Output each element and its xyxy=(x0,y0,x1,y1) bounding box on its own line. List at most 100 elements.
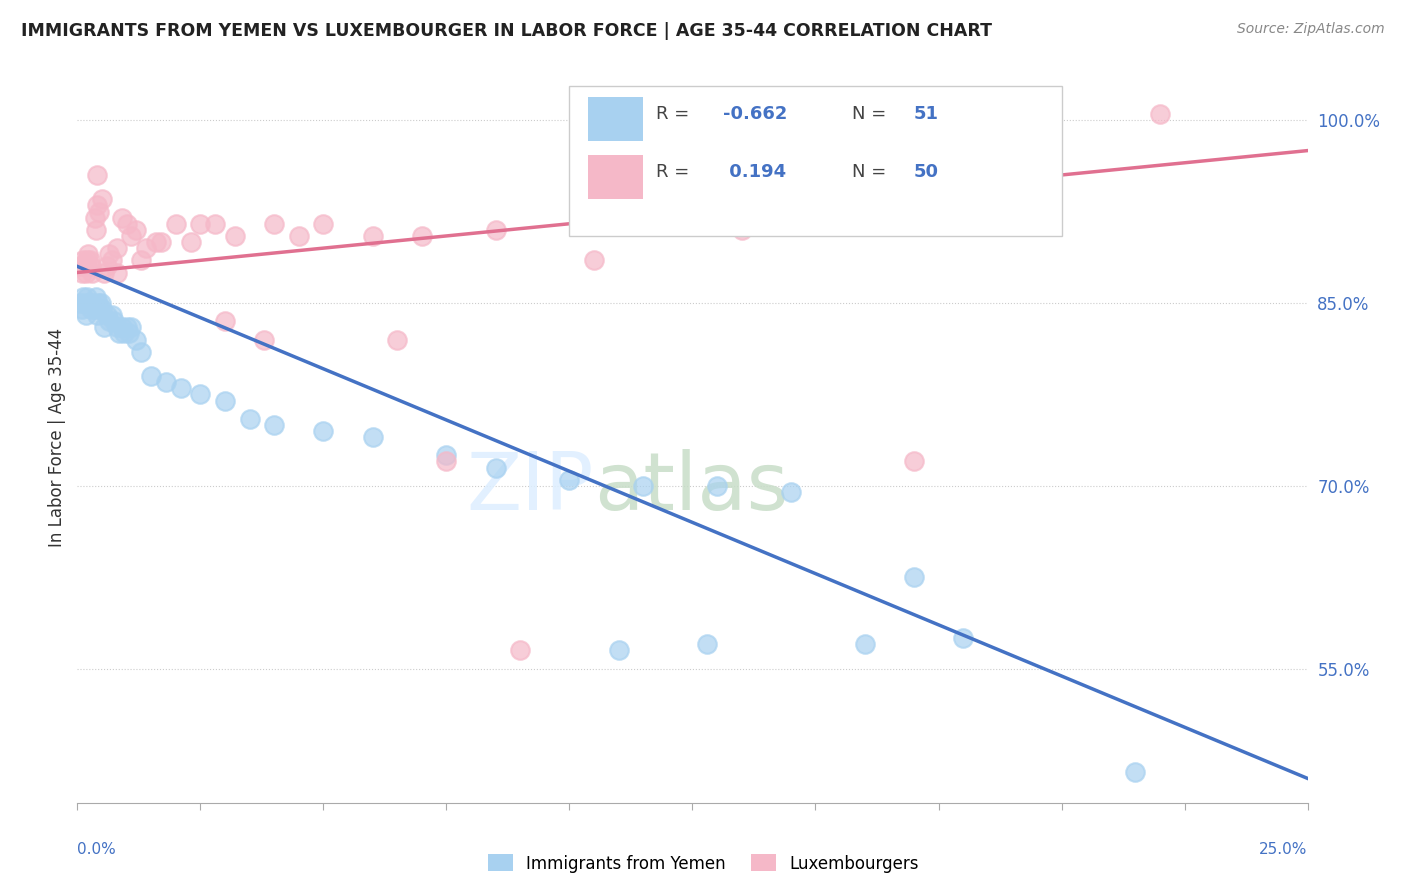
Point xyxy=(79,296,101,310)
Point xyxy=(696,637,718,651)
Point xyxy=(903,570,925,584)
Point xyxy=(73,260,96,274)
Point xyxy=(361,228,384,243)
Point xyxy=(82,266,104,280)
Point xyxy=(108,326,131,341)
Point xyxy=(583,253,606,268)
Point xyxy=(125,333,148,347)
Point xyxy=(76,253,98,268)
Text: ZIP: ZIP xyxy=(467,450,595,527)
Point xyxy=(98,314,121,328)
Point xyxy=(125,223,148,237)
Point xyxy=(129,253,153,268)
Y-axis label: In Labor Force | Age 35-44: In Labor Force | Age 35-44 xyxy=(48,327,66,547)
Point xyxy=(83,211,105,225)
Text: R =: R = xyxy=(655,104,695,123)
Point xyxy=(103,314,125,328)
Text: atlas: atlas xyxy=(595,450,789,527)
Point xyxy=(1149,107,1171,121)
Text: Source: ZipAtlas.com: Source: ZipAtlas.com xyxy=(1237,22,1385,37)
Point xyxy=(105,266,128,280)
Point xyxy=(76,290,98,304)
Point xyxy=(98,247,121,261)
FancyBboxPatch shape xyxy=(569,86,1062,236)
Point xyxy=(135,241,157,255)
Point xyxy=(89,301,111,317)
Point xyxy=(80,260,103,274)
Point xyxy=(312,217,335,231)
Point xyxy=(111,211,132,225)
Point xyxy=(263,417,285,432)
Point xyxy=(509,643,531,657)
Point xyxy=(239,412,262,426)
Point xyxy=(312,424,335,438)
Point xyxy=(204,217,226,231)
Point xyxy=(214,393,236,408)
Text: N =: N = xyxy=(852,104,893,123)
Text: 0.194: 0.194 xyxy=(723,163,786,181)
Legend: Immigrants from Yemen, Luxembourgers: Immigrants from Yemen, Luxembourgers xyxy=(481,847,925,880)
Point xyxy=(105,320,128,334)
Point xyxy=(558,473,581,487)
Point xyxy=(1125,765,1147,780)
Point xyxy=(101,253,124,268)
Point xyxy=(121,228,143,243)
Point xyxy=(633,479,655,493)
Point xyxy=(93,266,115,280)
Point xyxy=(89,204,111,219)
Point xyxy=(952,632,974,646)
Point xyxy=(96,308,118,322)
Point xyxy=(82,296,104,310)
Point xyxy=(903,454,925,468)
Point xyxy=(436,454,458,468)
Point xyxy=(853,637,876,651)
Point xyxy=(436,449,458,463)
Point xyxy=(105,241,128,255)
Point xyxy=(72,290,94,304)
Point xyxy=(385,333,409,347)
Point xyxy=(188,387,212,401)
Point xyxy=(93,320,115,334)
Point xyxy=(90,301,114,317)
Point xyxy=(129,344,153,359)
Point xyxy=(188,217,212,231)
Point xyxy=(84,290,107,304)
Text: 50: 50 xyxy=(914,163,939,181)
Point xyxy=(780,485,803,500)
Point xyxy=(170,381,193,395)
Point xyxy=(69,260,91,274)
Point xyxy=(83,301,105,317)
Point xyxy=(75,266,97,280)
Point xyxy=(145,235,167,249)
Point xyxy=(118,326,141,341)
Point xyxy=(80,301,103,317)
Point xyxy=(180,235,202,249)
Point xyxy=(79,253,101,268)
Point xyxy=(485,460,508,475)
Point xyxy=(361,430,384,444)
Point xyxy=(69,296,91,310)
Point xyxy=(86,308,108,322)
Point xyxy=(288,228,311,243)
Point xyxy=(90,296,112,310)
Point xyxy=(96,260,118,274)
Point xyxy=(607,643,630,657)
Point xyxy=(77,247,100,261)
Text: N =: N = xyxy=(852,163,893,181)
Point xyxy=(72,253,94,268)
Point xyxy=(70,266,93,280)
FancyBboxPatch shape xyxy=(588,155,644,200)
Point xyxy=(70,301,93,317)
Point xyxy=(84,223,107,237)
Text: IMMIGRANTS FROM YEMEN VS LUXEMBOURGER IN LABOR FORCE | AGE 35-44 CORRELATION CHA: IMMIGRANTS FROM YEMEN VS LUXEMBOURGER IN… xyxy=(21,22,993,40)
Point xyxy=(115,217,138,231)
Point xyxy=(111,320,132,334)
Point xyxy=(224,228,246,243)
Point xyxy=(150,235,173,249)
Text: R =: R = xyxy=(655,163,695,181)
Text: 51: 51 xyxy=(914,104,939,123)
Point xyxy=(165,217,187,231)
Point xyxy=(263,217,285,231)
Point xyxy=(86,168,108,182)
Point xyxy=(485,223,508,237)
